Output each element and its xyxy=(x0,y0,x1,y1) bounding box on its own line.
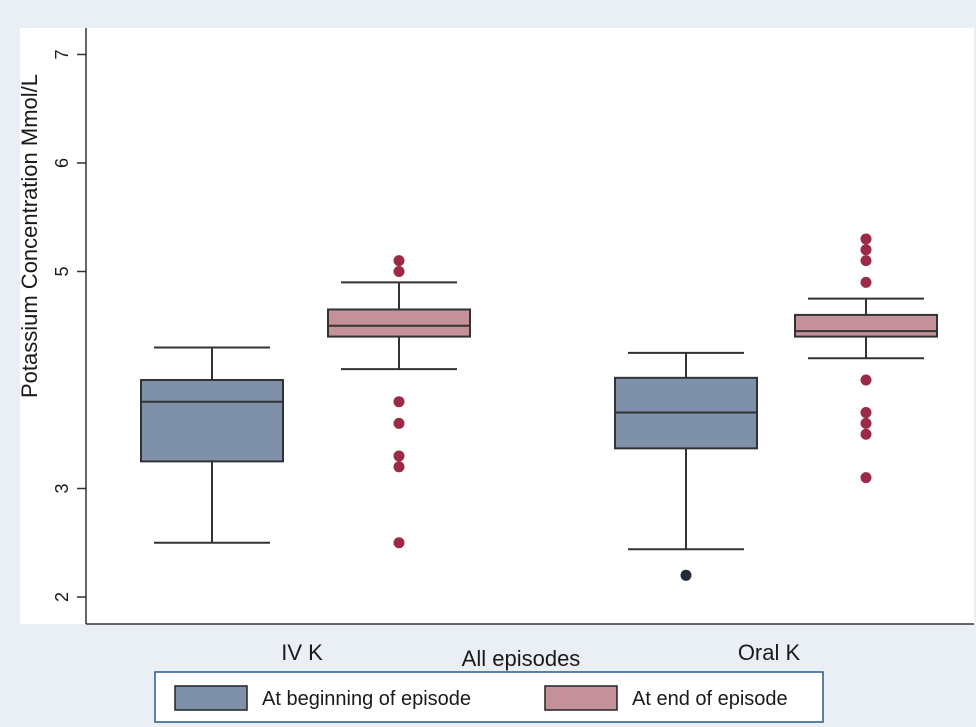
legend-swatch-end xyxy=(544,685,618,711)
outlier-point xyxy=(860,428,872,440)
x-axis-title: All episodes xyxy=(462,646,581,671)
box-iqr xyxy=(327,308,471,338)
box-beginning-iv-k xyxy=(140,346,284,544)
y-tick-label: 5 xyxy=(52,266,72,276)
legend-frame xyxy=(154,671,824,723)
outlier-point xyxy=(860,417,872,429)
outlier-point xyxy=(680,569,692,581)
box-end-oral-k xyxy=(794,297,938,360)
legend-label-end: At end of episode xyxy=(632,688,788,710)
outliers xyxy=(393,233,872,581)
y-axis-title: Potassium Concentration Mmol/L xyxy=(17,74,42,398)
box-iqr xyxy=(794,313,938,338)
outlier-point xyxy=(860,233,872,245)
outlier-point xyxy=(393,450,405,462)
outlier-point xyxy=(860,276,872,288)
box-iqr xyxy=(140,379,284,463)
outlier-point xyxy=(393,417,405,429)
y-tick-label: 3 xyxy=(52,483,72,493)
legend-swatch-beginning xyxy=(174,685,248,711)
outlier-point xyxy=(860,244,872,256)
outlier-point xyxy=(860,407,872,419)
box-beginning-oral-k xyxy=(614,351,758,551)
y-tick-label: 2 xyxy=(52,592,72,602)
outlier-point xyxy=(860,374,872,386)
outlier-point xyxy=(393,537,405,549)
outlier-point xyxy=(393,396,405,408)
outlier-point xyxy=(393,461,405,473)
y-tick-label: 7 xyxy=(52,49,72,59)
legend-label-beginning: At beginning of episode xyxy=(262,688,471,710)
x-category-label: IV K xyxy=(281,640,323,665)
box-end-iv-k xyxy=(327,281,471,371)
y-tick-label: 6 xyxy=(52,158,72,168)
y-ticks: 2 3 5 6 7 xyxy=(52,49,86,602)
outlier-point xyxy=(393,266,405,277)
boxes xyxy=(140,281,938,551)
axes xyxy=(85,28,974,625)
x-category-label: Oral K xyxy=(738,640,801,665)
outlier-point xyxy=(860,255,872,267)
x-category-labels: IV K Oral K xyxy=(281,640,800,665)
outlier-point xyxy=(860,472,872,484)
outlier-point xyxy=(393,255,405,267)
legend: At beginning of episode At end of episod… xyxy=(154,671,824,723)
